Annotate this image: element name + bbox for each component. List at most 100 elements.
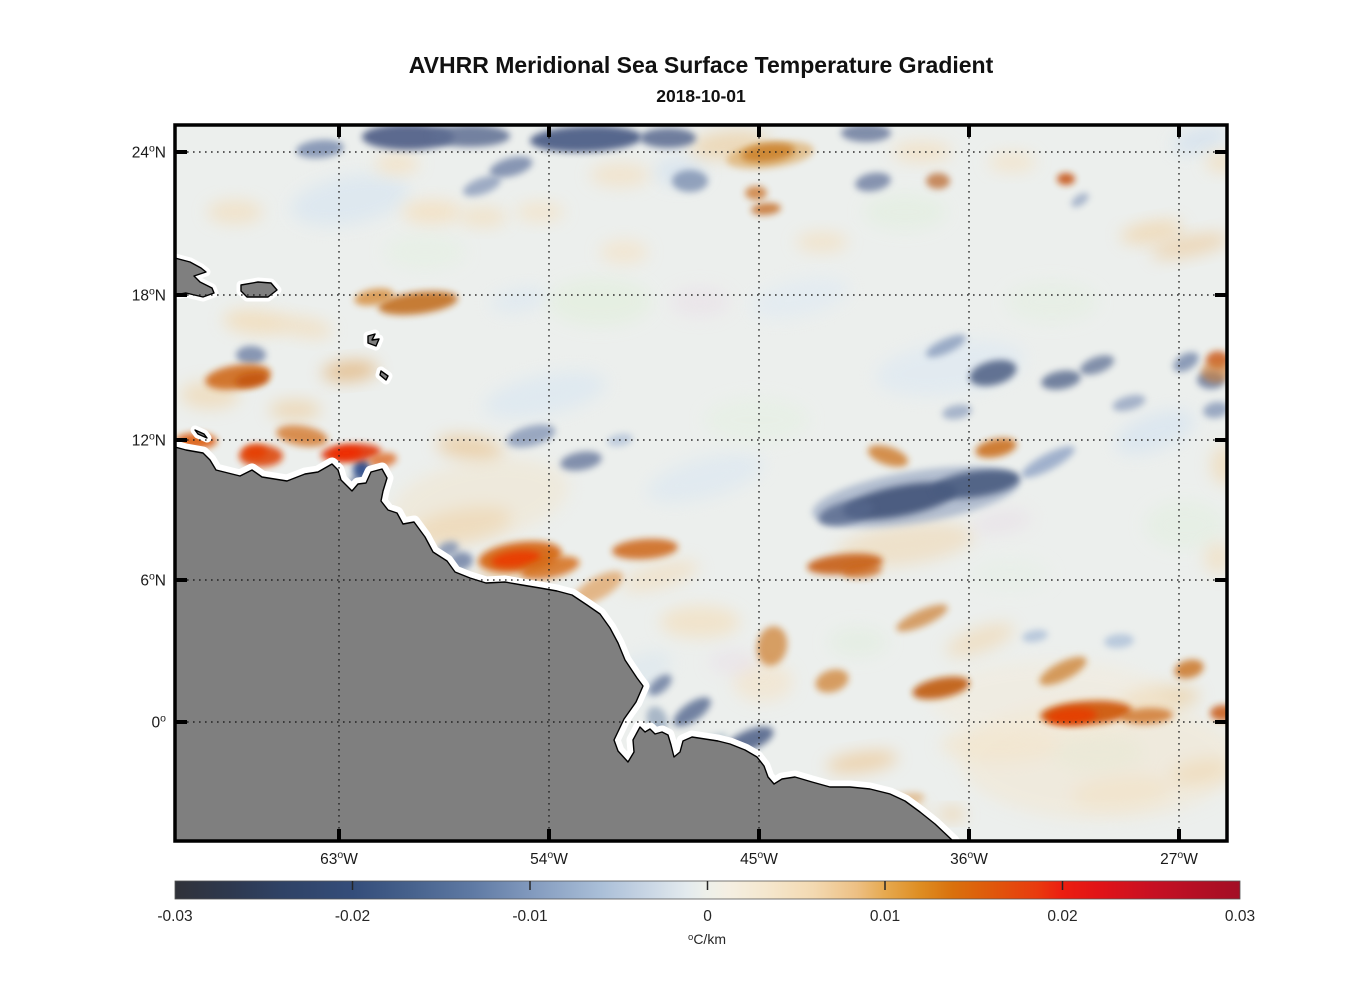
field-blob <box>276 425 328 447</box>
field-blob <box>236 346 266 364</box>
field-blob <box>621 560 699 592</box>
colorbar-unit-label: oC/km <box>688 931 726 947</box>
field-blob <box>672 170 708 192</box>
field-blob <box>489 156 533 178</box>
field-blob <box>520 556 580 580</box>
colorbar-tick-label: -0.02 <box>335 908 370 925</box>
field-blob <box>385 234 465 270</box>
field-blob <box>912 676 970 700</box>
colorbar-tick-label: 0 <box>703 908 712 925</box>
field-blob <box>273 315 333 339</box>
field-blob <box>1104 633 1134 649</box>
field-blob <box>1112 394 1146 412</box>
field-blob <box>1121 707 1173 725</box>
field-blob <box>548 278 652 326</box>
field-blob <box>926 173 950 189</box>
colorbar-tick-label: 0.02 <box>1047 908 1077 925</box>
land-puerto-rico <box>240 281 278 298</box>
field-blob <box>942 404 972 420</box>
field-blob <box>459 207 507 227</box>
field-blob <box>1120 220 1184 244</box>
x-tick-label: 54oW <box>530 849 568 868</box>
axis-ticks <box>175 125 1227 841</box>
field-blob <box>925 334 967 358</box>
field-blob <box>945 623 1015 657</box>
field-blob <box>1174 659 1204 679</box>
field-blob <box>322 360 378 382</box>
field-blob <box>660 606 740 638</box>
gridlines <box>175 125 1227 841</box>
field-blob <box>756 626 788 666</box>
colorbar: -0.03 -0.02 -0.01 0 0.01 0.02 0.03 oC/km <box>157 880 1255 947</box>
y-tick-label: 6oN <box>140 571 166 590</box>
field-blob <box>640 128 696 148</box>
field-blob <box>828 627 888 657</box>
x-tick-label: 45oW <box>740 849 778 868</box>
field-blob <box>892 142 952 162</box>
field-blob <box>1203 401 1227 419</box>
land-guadeloupe <box>367 333 380 347</box>
field-blob <box>705 398 809 442</box>
field-blob <box>1021 446 1075 478</box>
field-blob <box>733 662 793 702</box>
field-blob <box>988 152 1036 172</box>
page-title: AVHRR Meridional Sea Surface Temperature… <box>409 52 994 78</box>
x-tick-labels: 63oW 54oW 45oW 36oW 27oW <box>320 849 1198 868</box>
field-blob <box>855 172 891 192</box>
y-tick-label: 12oN <box>132 431 166 450</box>
field-blob <box>841 125 891 142</box>
land-martinique <box>379 370 389 381</box>
field-blob <box>491 550 541 568</box>
field-blob <box>235 372 269 388</box>
x-tick-label: 36oW <box>950 849 988 868</box>
y-tick-labels: 24oN 18oN 12oN 6oN 0o <box>132 143 166 732</box>
field-blob <box>646 453 764 503</box>
field-blob <box>223 309 287 335</box>
field-blob <box>1211 445 1227 485</box>
field-blob <box>826 750 898 774</box>
field-blob <box>975 438 1017 458</box>
land-tobago <box>194 429 208 439</box>
field-blob <box>1145 501 1225 549</box>
y-tick-label: 0o <box>152 713 167 732</box>
x-tick-label: 27oW <box>1160 849 1198 868</box>
field-blob <box>673 697 711 727</box>
field-blob <box>1022 629 1048 643</box>
colorbar-tick-labels: -0.03 -0.02 -0.01 0 0.01 0.02 0.03 <box>157 908 1255 925</box>
field-blob <box>1071 192 1089 208</box>
y-tick-label: 18oN <box>132 286 166 305</box>
field-blob <box>648 674 672 696</box>
field-blob <box>1115 409 1195 455</box>
field-blob <box>751 202 781 216</box>
field-blob <box>1039 656 1087 686</box>
field-blob <box>330 446 362 460</box>
field-blob <box>709 650 757 674</box>
land-mainland <box>175 446 954 841</box>
field-blob <box>590 163 650 187</box>
field-blob <box>969 359 1017 387</box>
field-blob <box>560 451 602 471</box>
field-blob <box>1201 361 1227 383</box>
field-blob <box>750 277 850 319</box>
field-blob <box>1150 233 1227 259</box>
field-blob <box>796 232 848 252</box>
colorbar-tick-label: 0.03 <box>1225 908 1255 925</box>
field-blob <box>436 435 504 461</box>
land-layer <box>175 253 960 841</box>
field-blob <box>243 445 267 459</box>
field-blob <box>463 175 501 197</box>
field-blob <box>296 139 344 159</box>
field-blob <box>842 563 882 579</box>
field-blob <box>612 538 678 560</box>
field-blob <box>972 509 1032 535</box>
colorbar-tick-label: -0.01 <box>512 908 547 925</box>
field-blob <box>818 500 874 526</box>
colorbar-ticks <box>351 881 1064 890</box>
field-blob <box>1173 352 1199 372</box>
colorbar-tick-label: 0.01 <box>870 908 900 925</box>
field-blob <box>863 194 947 230</box>
y-tick-label: 24oN <box>132 143 166 162</box>
field-blob <box>867 445 909 467</box>
field-blob <box>207 200 263 224</box>
